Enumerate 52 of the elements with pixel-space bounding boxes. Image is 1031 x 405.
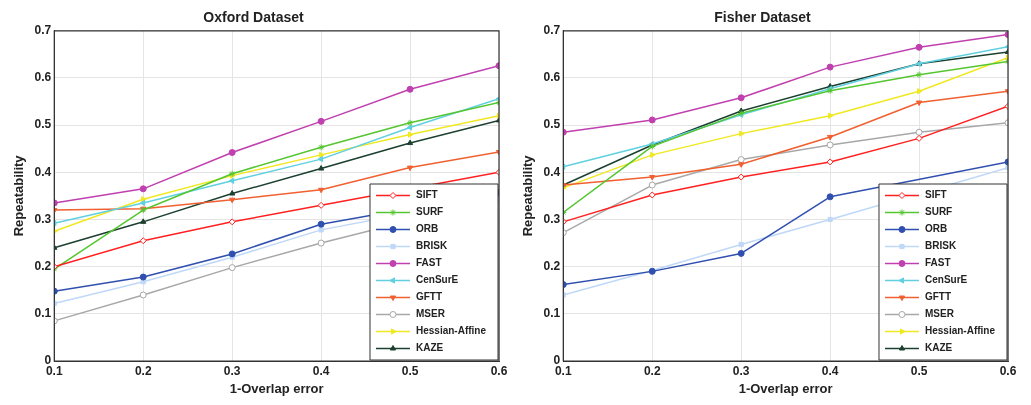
x-tick-label: 0.6 xyxy=(999,363,1017,378)
x-tick-label: 0.6 xyxy=(490,363,508,378)
legend-label: FAST xyxy=(924,257,951,269)
legend-label: CenSurE xyxy=(924,274,968,286)
legend-label: BRISK xyxy=(924,240,957,252)
x-tick-label: 0.5 xyxy=(401,363,419,378)
x-tick-label: 0.5 xyxy=(910,363,928,378)
chart-title: Oxford Dataset xyxy=(203,9,305,26)
legend-label: GFTT xyxy=(924,291,952,303)
chart-title: Fisher Dataset xyxy=(714,9,812,26)
y-tick-label: 0.1 xyxy=(34,306,52,321)
y-tick-label: 0.2 xyxy=(34,258,52,273)
x-tick-label: 0.2 xyxy=(134,363,152,378)
legend-label: Hessian-Affine xyxy=(415,325,487,337)
legend-label: SIFT xyxy=(415,189,438,201)
y-tick-label: 0.7 xyxy=(34,23,52,38)
legend-label: KAZE xyxy=(415,342,444,354)
y-tick-label: 0.2 xyxy=(543,258,561,273)
legend-label: KAZE xyxy=(924,342,953,354)
legend-label: CenSurE xyxy=(415,274,459,286)
x-tick-label: 0.1 xyxy=(554,363,572,378)
x-tick-label: 0.4 xyxy=(312,363,330,378)
y-tick-label: 0.4 xyxy=(34,164,52,179)
y-tick-label: 0.3 xyxy=(543,211,561,226)
y-axis-title: Repeatability xyxy=(520,154,536,237)
legend-label: SURF xyxy=(924,206,953,218)
legend-label: MSER xyxy=(415,308,446,320)
x-tick-label: 0.1 xyxy=(45,363,63,378)
legend-label: Hessian-Affine xyxy=(924,325,996,337)
legend-label: BRISK xyxy=(415,240,448,252)
x-tick-label: 0.2 xyxy=(643,363,661,378)
legend-label: ORB xyxy=(415,223,439,235)
legend-label: ORB xyxy=(924,223,948,235)
y-tick-label: 0.1 xyxy=(543,306,561,321)
y-tick-label: 0.4 xyxy=(543,164,561,179)
legend-label: SURF xyxy=(415,206,444,218)
legend-label: FAST xyxy=(415,257,442,269)
y-tick-label: 0.5 xyxy=(543,117,561,132)
x-tick-label: 0.3 xyxy=(732,363,750,378)
legend-label: MSER xyxy=(924,308,955,320)
x-axis-title: 1-Overlap error xyxy=(738,380,833,396)
y-tick-label: 0.5 xyxy=(34,117,52,132)
x-tick-label: 0.3 xyxy=(223,363,241,378)
y-tick-label: 0.6 xyxy=(34,70,52,85)
y-tick-label: 0.3 xyxy=(34,211,52,226)
legend-label: GFTT xyxy=(415,291,443,303)
x-tick-label: 0.4 xyxy=(821,363,839,378)
y-axis-title: Repeatability xyxy=(11,154,27,237)
legend-label: SIFT xyxy=(924,189,947,201)
y-tick-label: 0.6 xyxy=(543,70,561,85)
y-tick-label: 0.7 xyxy=(543,23,561,38)
x-axis-title: 1-Overlap error xyxy=(229,380,324,396)
